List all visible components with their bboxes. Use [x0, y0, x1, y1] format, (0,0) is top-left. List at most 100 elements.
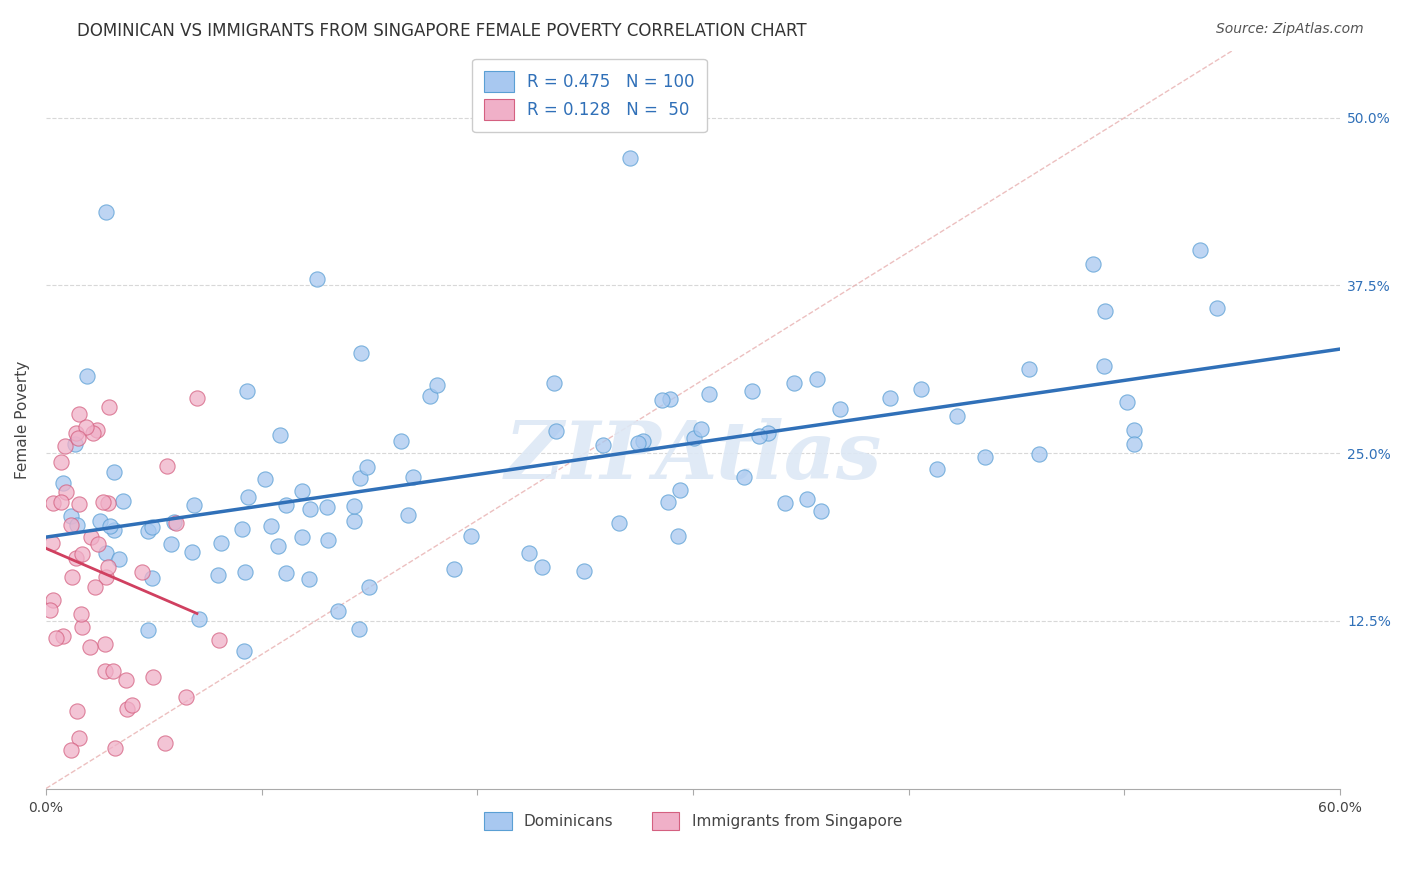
Point [291, 530, 314, 544]
Point [82, 426, 104, 441]
Text: Source: ZipAtlas.com: Source: ZipAtlas.com [1216, 22, 1364, 37]
Point [63, 436, 86, 450]
Point [209, 536, 232, 550]
Point [60, 518, 83, 533]
Point [659, 392, 682, 406]
Point [910, 382, 932, 396]
Point [97, 496, 120, 510]
Point [806, 372, 828, 386]
Point [131, 566, 153, 580]
Point [42, 593, 65, 607]
Point [141, 571, 163, 585]
Point [141, 520, 163, 534]
Point [55, 485, 77, 500]
Point [186, 391, 208, 405]
Point [65, 551, 87, 566]
Point [70, 607, 93, 621]
Point [112, 494, 135, 508]
Point [316, 533, 339, 547]
Point [1081, 256, 1104, 270]
Point [153, 736, 176, 750]
Point [543, 376, 565, 391]
Point [49, 495, 72, 509]
Point [69, 731, 91, 746]
Point [75, 419, 97, 434]
Point [67, 497, 90, 511]
Point [1123, 423, 1146, 437]
Point [87, 536, 110, 550]
Point [756, 425, 779, 440]
Point [419, 389, 441, 403]
Text: DOMINICAN VS IMMIGRANTS FROM SINGAPORE FEMALE POVERTY CORRELATION CHART: DOMINICAN VS IMMIGRANTS FROM SINGAPORE F… [77, 22, 807, 40]
Point [349, 471, 371, 485]
Point [72, 547, 94, 561]
Point [136, 524, 159, 539]
Legend: Dominicans, Immigrants from Singapore: Dominicans, Immigrants from Singapore [478, 806, 908, 836]
Point [267, 539, 290, 553]
Point [946, 409, 969, 424]
Point [136, 623, 159, 637]
Point [233, 644, 256, 658]
Point [426, 377, 449, 392]
Point [60, 743, 83, 757]
Point [65, 425, 87, 440]
Point [51, 455, 73, 469]
Point [783, 376, 806, 390]
Point [690, 422, 713, 436]
Point [207, 633, 229, 648]
Text: ZIPAtlas: ZIPAtlas [505, 417, 882, 495]
Point [79, 530, 101, 544]
Point [1094, 304, 1116, 318]
Point [356, 460, 378, 475]
Point [76, 368, 98, 383]
Point [607, 516, 630, 530]
Point [163, 515, 186, 529]
Point [97, 560, 120, 574]
Point [121, 698, 143, 712]
Point [298, 502, 321, 516]
Point [60, 570, 83, 584]
Point [402, 470, 425, 484]
Y-axis label: Female Poverty: Female Poverty [15, 360, 30, 479]
Point [531, 560, 554, 574]
Point [347, 622, 370, 636]
Point [98, 400, 121, 414]
Point [165, 516, 187, 530]
Point [160, 537, 183, 551]
Point [657, 495, 679, 509]
Point [260, 519, 283, 533]
Point [627, 436, 650, 450]
Point [45, 631, 67, 645]
Point [631, 434, 654, 449]
Point [651, 392, 673, 407]
Point [443, 562, 465, 576]
Point [389, 434, 412, 448]
Point [94, 204, 117, 219]
Point [84, 580, 107, 594]
Point [103, 664, 125, 678]
Point [104, 740, 127, 755]
Point [343, 514, 366, 528]
Point [180, 544, 202, 558]
Point [103, 465, 125, 479]
Point [748, 429, 770, 443]
Point [86, 423, 108, 437]
Point [52, 476, 75, 491]
Point [298, 572, 321, 586]
Point [60, 509, 83, 524]
Point [66, 431, 89, 445]
Point [741, 384, 763, 399]
Point [188, 612, 211, 626]
Point [103, 524, 125, 538]
Point [41, 495, 63, 509]
Point [94, 546, 117, 560]
Point [233, 565, 256, 579]
Point [619, 151, 641, 165]
Point [668, 483, 690, 498]
Point [396, 508, 419, 522]
Point [98, 518, 121, 533]
Point [70, 620, 93, 634]
Point [236, 384, 259, 398]
Point [67, 408, 90, 422]
Point [517, 546, 540, 560]
